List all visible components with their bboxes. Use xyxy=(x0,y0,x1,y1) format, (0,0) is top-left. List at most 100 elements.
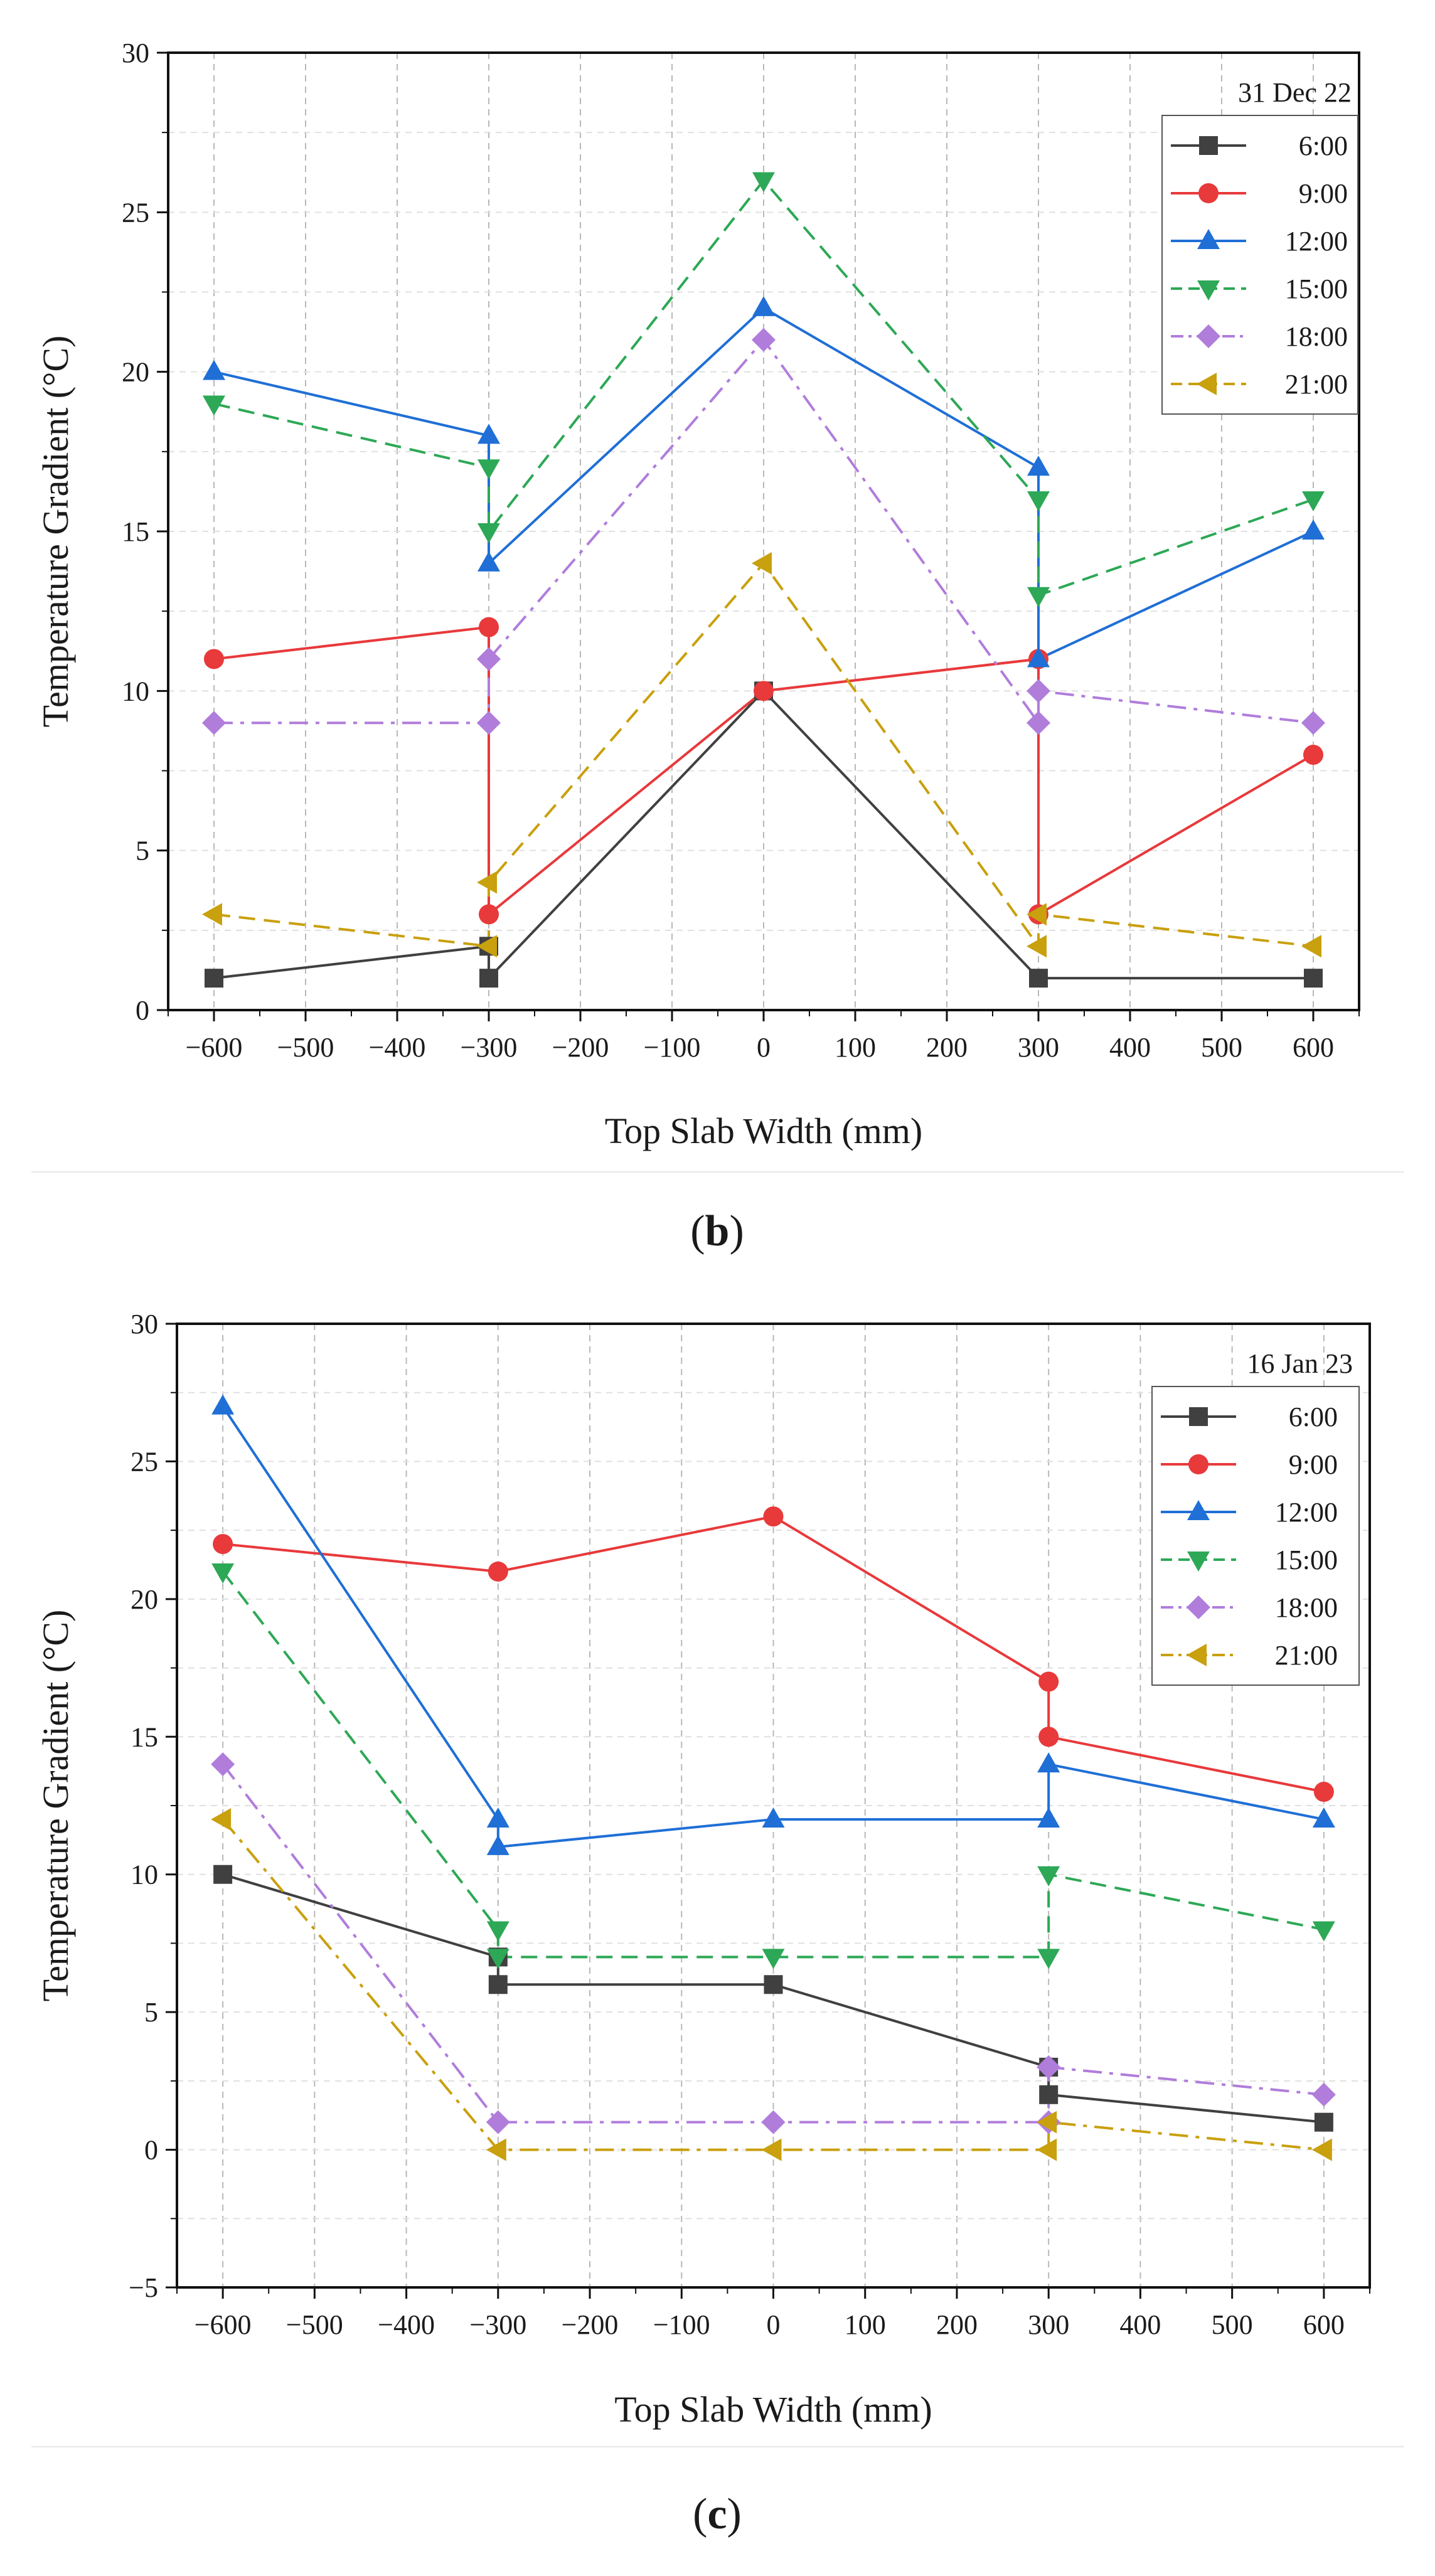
chart-c-legend-marker-15:00 xyxy=(1187,1551,1210,1572)
chart-c-xtick-label-0: −600 xyxy=(195,2309,252,2340)
chart-b-xtick-label-2: −400 xyxy=(369,1032,426,1063)
panel-label-c-open: ( xyxy=(693,2490,707,2538)
panel-label-b: (b) xyxy=(690,1207,744,1255)
chart-c-ticks: −600 −500 −400 −300 −200 −100 0 100 200 300 400 500… xyxy=(129,1309,1370,2340)
chart-b-xtick-label-7: 100 xyxy=(835,1032,876,1063)
chart-b-point-21:00-2 xyxy=(477,871,497,894)
chart-b-ytick-label-5: 25 xyxy=(122,197,149,228)
chart-c-point-15:00-0 xyxy=(211,1563,235,1583)
chart-c-point-18:00-4 xyxy=(1037,2055,1061,2079)
chart-c-xtick-label-7: 100 xyxy=(845,2309,886,2340)
chart-b-xtick-label-6: 0 xyxy=(757,1032,771,1063)
chart-c-point-15:00-1 xyxy=(486,1921,509,1942)
chart-c-point-18:00-0 xyxy=(211,1752,235,1777)
chart-b-point-12:00-2 xyxy=(477,551,500,572)
chart-c-series xyxy=(211,1394,1336,2161)
chart-b-xtick-label-3: −300 xyxy=(461,1032,518,1063)
chart-c-point-6:00-6 xyxy=(1314,2112,1333,2132)
chart-b-point-18:00-0 xyxy=(202,711,226,735)
chart-b-series xyxy=(202,172,1325,988)
chart-b-legend-box xyxy=(1161,115,1358,415)
chart-b-point-21:00-5 xyxy=(1027,903,1047,926)
chart-c-legend-marker-18:00 xyxy=(1187,1595,1210,1619)
chart-c-legend-label-18:00: 18:00 xyxy=(1275,1592,1338,1623)
chart-b-ytick-label-4: 20 xyxy=(122,357,149,388)
chart-c-ytick-label-4: 15 xyxy=(131,1722,158,1752)
chart-c-point-21:00-0 xyxy=(211,1807,232,1831)
chart-b-xtick-label-1: −500 xyxy=(277,1032,334,1063)
chart-b-series-line-6:00 xyxy=(213,689,1313,980)
chart-c: −600 −500 −400 −300 −200 −100 0 100 200 300 400 500… xyxy=(35,1309,1371,2430)
chart-c-point-21:00-4 xyxy=(1037,2110,1057,2134)
chart-c-xtick-label-5: −100 xyxy=(653,2309,710,2340)
chart-b-point-18:00-3 xyxy=(752,327,776,352)
chart-c-ytick-label-0: −5 xyxy=(129,2272,158,2303)
chart-c-point-12:00-2 xyxy=(486,1834,509,1855)
panel-label-b-open: ( xyxy=(690,1207,705,1255)
chart-b-xtick-label-5: −100 xyxy=(644,1032,701,1063)
chart-c-ytick-label-5: 20 xyxy=(131,1584,158,1615)
chart-b-ytick-label-0: 0 xyxy=(136,995,149,1026)
chart-b-point-12:00-3 xyxy=(752,295,775,316)
chart-b-point-12:00-1 xyxy=(477,423,500,444)
chart-c-ytick-label-1: 0 xyxy=(144,2135,158,2166)
chart-b-point-18:00-1 xyxy=(477,711,501,735)
chart-c-point-15:00-2 xyxy=(486,1949,509,1969)
chart-c-point-15:00-5 xyxy=(1037,1866,1060,1887)
chart-c-point-12:00-3 xyxy=(762,1807,785,1828)
chart-c-legend-marker-6:00 xyxy=(1189,1407,1208,1426)
chart-c-point-18:00-5 xyxy=(1311,2082,1336,2107)
chart-b-ticks: −600 −500 −400 −300 −200 −100 0 100 200 300 400 500… xyxy=(122,38,1360,1063)
chart-c-point-6:00-2 xyxy=(488,1975,508,1994)
chart-c-point-15:00-6 xyxy=(1312,1921,1335,1942)
chart-b-point-18:00-5 xyxy=(1027,679,1050,703)
chart-b-point-15:00-0 xyxy=(203,395,225,416)
chart-b-ytick-label-3: 15 xyxy=(122,516,149,547)
chart-b-xtick-label-12: 600 xyxy=(1293,1032,1334,1063)
chart-c-point-21:00-1 xyxy=(486,2138,506,2161)
chart-b-point-15:00-3 xyxy=(752,172,775,193)
panel-label-c-letter: c xyxy=(707,2490,727,2538)
chart-c-point-9:00-5 xyxy=(1313,1782,1334,1802)
chart-c-series-line-18:00 xyxy=(221,1763,1325,2124)
chart-b-point-6:00-4 xyxy=(1029,969,1048,988)
chart-c-xtick-label-8: 200 xyxy=(936,2309,978,2340)
chart-b-legend-label-12:00: 12:00 xyxy=(1285,226,1348,257)
panel-label-b-letter: b xyxy=(705,1207,730,1255)
chart-c-xtick-label-6: 0 xyxy=(767,2309,781,2340)
chart-b-legend-marker-15:00 xyxy=(1197,280,1220,301)
chart-b-legend-marker-12:00 xyxy=(1197,229,1220,249)
chart-c-point-15:00-4 xyxy=(1037,1949,1060,1969)
chart-c-legend-marker-9:00 xyxy=(1188,1454,1208,1474)
chart-c-xtick-label-2: −400 xyxy=(378,2309,435,2340)
chart-c-legend-label-12:00: 12:00 xyxy=(1275,1497,1338,1528)
chart-c-point-9:00-4 xyxy=(1038,1727,1059,1747)
chart-b-ytick-label-6: 30 xyxy=(122,38,149,68)
chart-b-point-21:00-0 xyxy=(202,903,222,926)
chart-c-legend: 6:00 9:00 12:00 15:00 18:00 21:00 xyxy=(1151,1386,1360,1686)
chart-c-legend-label-15:00: 15:00 xyxy=(1275,1545,1338,1575)
chart-c-legend-label-21:00: 21:00 xyxy=(1275,1640,1338,1671)
chart-b-xtick-label-11: 500 xyxy=(1201,1032,1242,1063)
chart-c-xtick-label-4: −200 xyxy=(562,2309,619,2340)
chart-c-legend-title: 16 Jan 23 xyxy=(1247,1348,1353,1379)
chart-b-ytick-label-1: 5 xyxy=(136,836,149,866)
chart-c-x-axis-title: Top Slab Width (mm) xyxy=(614,2389,932,2430)
chart-c-point-12:00-5 xyxy=(1037,1752,1060,1773)
chart-c-legend-marker-21:00 xyxy=(1187,1644,1207,1666)
chart-b-point-6:00-2 xyxy=(479,969,498,988)
chart-b-point-21:00-3 xyxy=(752,551,772,575)
chart-c-legend-marker-12:00 xyxy=(1187,1500,1210,1520)
chart-c-xtick-label-11: 500 xyxy=(1212,2309,1253,2340)
chart-c-point-6:00-5 xyxy=(1039,2085,1059,2104)
chart-c-point-18:00-2 xyxy=(761,2110,786,2134)
chart-b-point-12:00-6 xyxy=(1302,519,1325,540)
chart-b-point-9:00-2 xyxy=(479,904,499,925)
chart-c-legend-label-6:00: 6:00 xyxy=(1289,1402,1338,1432)
chart-b-xtick-label-0: −600 xyxy=(186,1032,243,1063)
chart-b-point-12:00-4 xyxy=(1027,455,1050,476)
chart-c-point-9:00-3 xyxy=(1038,1671,1059,1692)
chart-b-legend-label-21:00: 21:00 xyxy=(1285,369,1348,400)
chart-c-point-6:00-0 xyxy=(213,1865,233,1884)
